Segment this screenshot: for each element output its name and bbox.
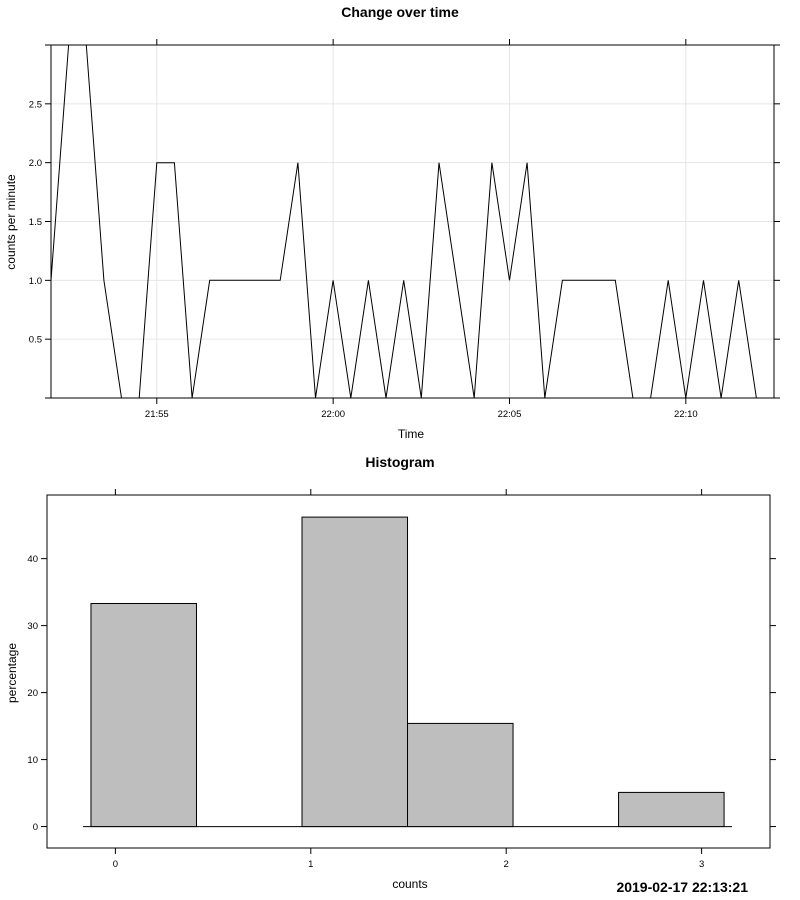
line-chart-frame xyxy=(50,44,775,399)
histogram-ylabel: percentage xyxy=(5,643,19,703)
line-chart-ytick-label: 1.5 xyxy=(29,217,42,228)
histogram-frame xyxy=(46,494,771,849)
histogram-xlabel: counts xyxy=(392,877,427,891)
histogram-bar xyxy=(90,603,197,828)
histogram-bars xyxy=(82,516,733,828)
histogram-bar xyxy=(407,722,514,828)
line-chart-title: Change over time xyxy=(341,4,459,20)
histogram-xtick-label: 3 xyxy=(699,859,704,870)
line-chart-xlabel: Time xyxy=(398,427,425,441)
histogram-xtick-label: 2 xyxy=(504,859,509,870)
line-chart-ytick-label: 2.5 xyxy=(29,99,42,110)
line-chart-ylabel: counts per minute xyxy=(4,174,18,270)
histogram-title: Histogram xyxy=(365,454,434,470)
line-chart-xtick-label: 22:05 xyxy=(498,409,522,420)
line-chart-xtick-label: 22:00 xyxy=(321,409,345,420)
line-chart-ticks: 0.5 1.0 1.5 2.0 2.5 21:55 22:00 22:05 22:10 xyxy=(29,39,780,420)
histogram-ytick-label: 10 xyxy=(27,755,38,766)
line-chart-series xyxy=(50,44,774,399)
histogram-ticks: 0 10 20 30 40 0 1 2 3 xyxy=(27,489,776,870)
histogram-chart: Histogram 0 10 20 30 40 0 1 2 3 counts percentag… xyxy=(5,454,776,891)
histogram-bar xyxy=(618,791,725,828)
line-chart-xtick-label: 21:55 xyxy=(145,409,169,420)
line-chart-series-line xyxy=(50,44,774,399)
line-chart-grid xyxy=(51,45,774,398)
histogram-ytick-label: 30 xyxy=(27,621,38,632)
histogram-xtick-label: 0 xyxy=(113,859,118,870)
histogram-xtick-label: 1 xyxy=(308,859,313,870)
line-chart-ytick-label: 0.5 xyxy=(29,335,42,346)
histogram-ytick-label: 0 xyxy=(33,822,38,833)
line-chart-ytick-label: 2.0 xyxy=(29,158,42,169)
line-chart: Change over time 0.5 1.0 1.5 2.0 2.5 21:55 22:… xyxy=(4,4,780,441)
histogram-bar xyxy=(301,516,409,828)
histogram-ytick-label: 40 xyxy=(27,554,38,565)
line-chart-xtick-label: 22:10 xyxy=(674,409,698,420)
histogram-ytick-label: 20 xyxy=(27,688,38,699)
line-chart-ytick-label: 1.0 xyxy=(29,276,42,287)
timestamp-label: 2019-02-17 22:13:21 xyxy=(616,879,748,895)
